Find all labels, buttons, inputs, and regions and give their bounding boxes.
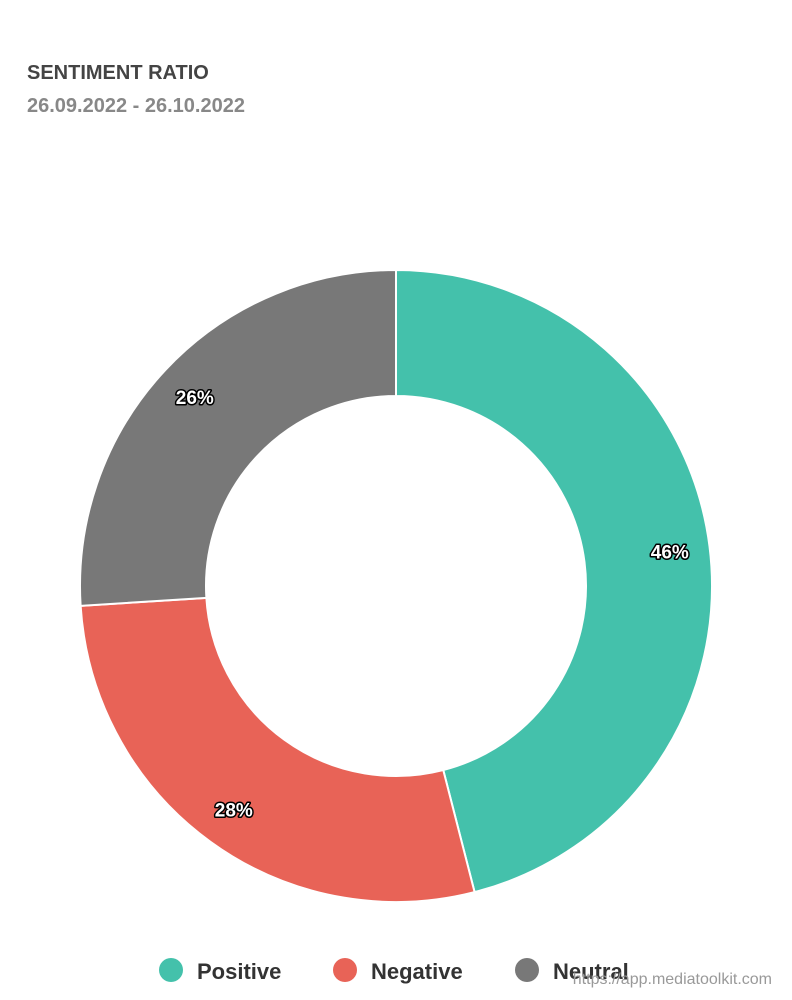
legend-marker (159, 958, 183, 982)
value-label: 28% (215, 800, 253, 821)
value-labels: 46% 28% 26% (174, 387, 690, 823)
credit: https://app.mediatoolkit.com (573, 971, 772, 988)
legend-label: Positive (197, 959, 281, 984)
chart-title: SENTIMENT RATIO (27, 62, 209, 84)
legend-label: Negative (371, 959, 463, 984)
legend: Positive Negative Neutral (159, 958, 629, 984)
donut (79, 268, 713, 903)
legend-label: Neutral (553, 959, 629, 984)
slice (79, 596, 476, 903)
slice (395, 268, 713, 894)
legend-marker (333, 958, 357, 982)
slice (79, 268, 397, 607)
value-label: 46% (651, 542, 689, 563)
value-label: 26% (176, 388, 214, 409)
chart-subtitle: 26.09.2022 - 26.10.2022 (27, 95, 245, 117)
legend-marker (515, 958, 539, 982)
